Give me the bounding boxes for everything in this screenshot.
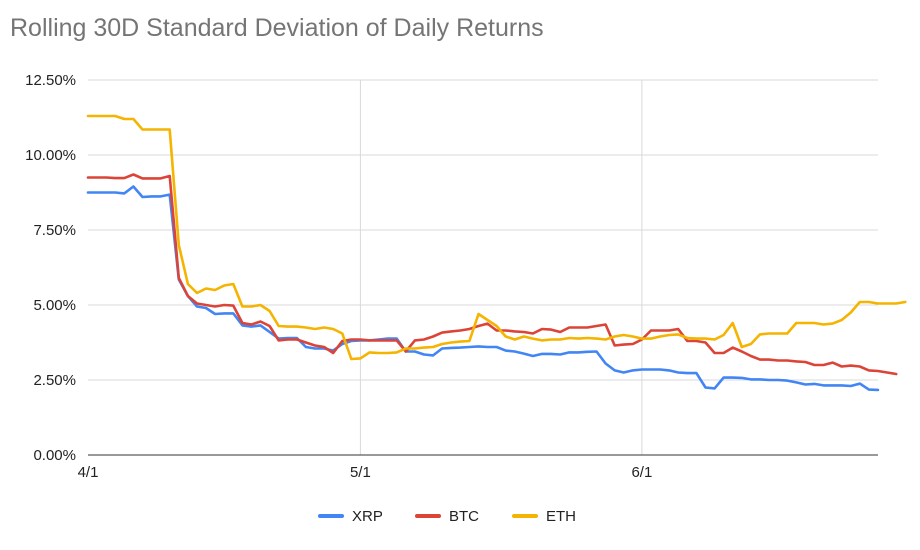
series-line-btc <box>86 173 898 376</box>
axis-layer: 0.00% 2.50% 5.00% 7.50% 10.00% 12.50% 4/1 5/1 6/… <box>25 72 878 481</box>
chart-title: Rolling 30D Standard Deviation of Daily … <box>10 14 544 42</box>
y-tick-label: 7.50% <box>33 222 76 239</box>
y-tick-label: 10.00% <box>25 147 76 164</box>
series-layer <box>86 114 907 392</box>
y-tick-label: 2.50% <box>33 372 76 389</box>
y-tick-label: 0.00% <box>33 447 76 464</box>
x-tick-label: 5/1 <box>350 464 371 481</box>
legend-label-eth: ETH <box>546 508 576 525</box>
legend-label-xrp: XRP <box>352 508 383 525</box>
y-tick-label: 5.00% <box>33 297 76 314</box>
series-line-xrp <box>86 185 880 392</box>
series-line-eth <box>86 114 907 361</box>
x-tick-label: 4/1 <box>78 464 99 481</box>
x-tick-label: 6/1 <box>631 464 652 481</box>
y-tick-label: 12.50% <box>25 72 76 89</box>
legend-layer: XRP BTC ETH <box>318 508 576 525</box>
grid-layer <box>88 79 878 455</box>
legend-label-btc: BTC <box>449 508 479 525</box>
